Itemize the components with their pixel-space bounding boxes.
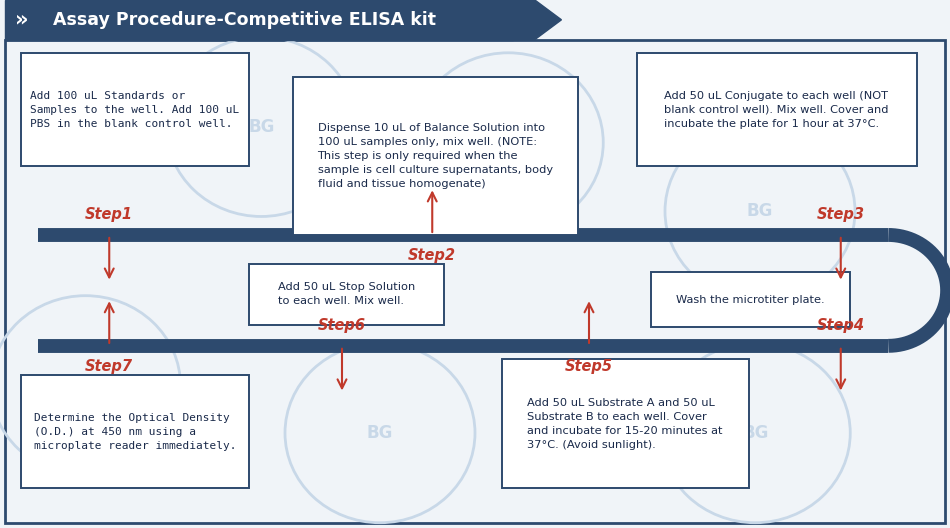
Text: BG: BG (747, 202, 773, 220)
Text: Step3: Step3 (817, 207, 864, 222)
Text: BG: BG (742, 424, 769, 442)
Bar (21, 375, 249, 488)
Bar (21, 53, 249, 166)
FancyArrow shape (508, 0, 561, 40)
Text: Dispense 10 uL of Balance Solution into
100 uL samples only, mix well. (NOTE:
Th: Dispense 10 uL of Balance Solution into … (317, 122, 553, 188)
Bar (502, 359, 749, 488)
Text: Step6: Step6 (318, 318, 366, 333)
Text: Determine the Optical Density
(O.D.) at 450 nm using a
microplate reader immedia: Determine the Optical Density (O.D.) at … (33, 413, 237, 450)
Bar (651, 272, 850, 327)
Text: BG: BG (72, 376, 99, 394)
Text: Assay Procedure-Competitive ELISA kit: Assay Procedure-Competitive ELISA kit (53, 11, 436, 29)
Bar (636, 53, 917, 166)
Bar (249, 264, 444, 325)
Text: BG: BG (248, 118, 275, 136)
Text: BG: BG (367, 424, 393, 442)
Text: Wash the microtiter plate.: Wash the microtiter plate. (676, 295, 825, 305)
Text: »: » (15, 10, 28, 30)
Text: Add 50 uL Conjugate to each well (NOT
blank control well). Mix well. Cover and
i: Add 50 uL Conjugate to each well (NOT bl… (664, 91, 889, 128)
Text: Step5: Step5 (565, 359, 613, 374)
Text: Step7: Step7 (86, 359, 133, 374)
Bar (293, 77, 578, 235)
Text: Step2: Step2 (408, 248, 456, 263)
Text: BG: BG (495, 134, 522, 152)
Text: Step4: Step4 (817, 318, 864, 333)
Bar (5, 0, 513, 40)
Text: Add 100 uL Standards or
Samples to the well. Add 100 uL
PBS in the blank control: Add 100 uL Standards or Samples to the w… (30, 91, 239, 128)
Text: Add 50 uL Stop Solution
to each well. Mix well.: Add 50 uL Stop Solution to each well. Mi… (277, 282, 415, 306)
Text: Add 50 uL Substrate A and 50 uL
Substrate B to each well. Cover
and incubate for: Add 50 uL Substrate A and 50 uL Substrat… (527, 398, 723, 450)
Text: Step1: Step1 (86, 207, 133, 222)
